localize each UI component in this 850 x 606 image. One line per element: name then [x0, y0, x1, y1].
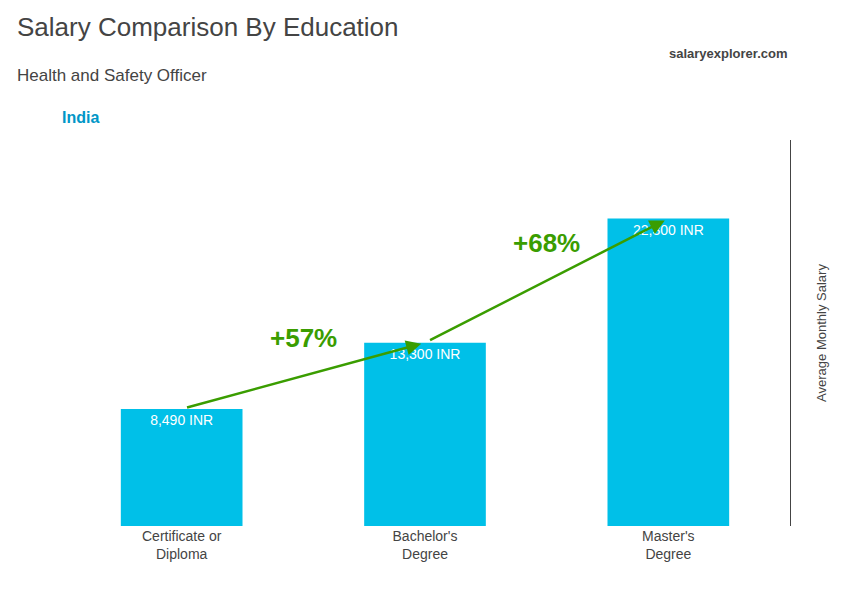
svg-text:Health and Safety Officer: Health and Safety Officer [17, 66, 207, 85]
svg-text:Bachelor'sDegree: Bachelor'sDegree [393, 528, 458, 562]
svg-text:13,300 INR: 13,300 INR [390, 346, 461, 362]
svg-text:Certificate orDiploma: Certificate orDiploma [142, 528, 222, 562]
svg-text:Average Monthly Salary: Average Monthly Salary [814, 264, 829, 402]
svg-text:22,300 INR: 22,300 INR [633, 222, 704, 238]
svg-text:Master'sDegree: Master'sDegree [642, 528, 694, 562]
svg-text:+68%: +68% [513, 228, 580, 258]
svg-text:Salary Comparison By Education: Salary Comparison By Education [17, 12, 399, 42]
svg-text:8,490 INR: 8,490 INR [150, 412, 213, 428]
svg-text:+57%: +57% [270, 323, 337, 353]
svg-text:salaryexplorer.com: salaryexplorer.com [669, 46, 788, 61]
svg-text:India: India [62, 109, 99, 126]
